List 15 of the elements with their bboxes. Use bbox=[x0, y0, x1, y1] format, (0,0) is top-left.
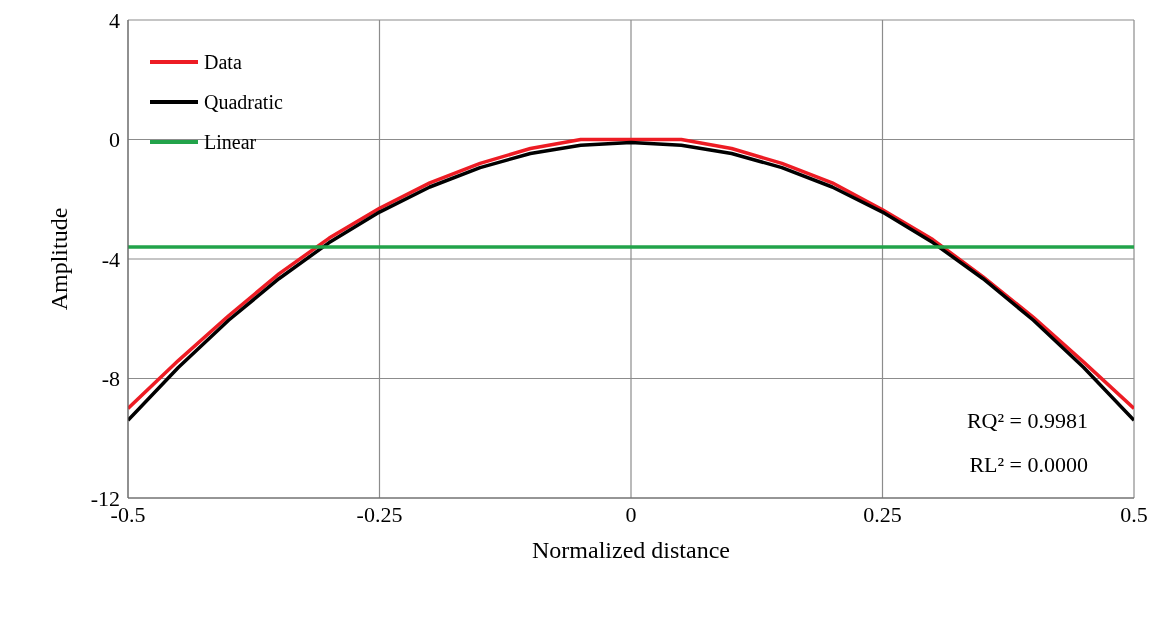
y-tick-label: 4 bbox=[109, 7, 120, 33]
x-tick-label: -0.25 bbox=[356, 501, 403, 527]
y-axis-title: Amplitude bbox=[45, 207, 72, 311]
legend-label: Data bbox=[204, 50, 242, 74]
legend-label: Linear bbox=[204, 130, 257, 154]
legend-label: Quadratic bbox=[204, 90, 283, 114]
y-tick-label: -8 bbox=[101, 366, 120, 392]
y-tick-label: -4 bbox=[101, 246, 120, 272]
annotation: RQ² = 0.9981 bbox=[966, 408, 1088, 434]
x-axis-title: Normalized distance bbox=[532, 537, 730, 563]
x-tick-label: 0.5 bbox=[1120, 501, 1148, 527]
y-tick-label: 0 bbox=[109, 127, 120, 153]
x-tick-label: 0 bbox=[625, 501, 637, 527]
x-tick-label: 0.25 bbox=[863, 501, 902, 527]
annotation: RL² = 0.0000 bbox=[969, 452, 1088, 478]
